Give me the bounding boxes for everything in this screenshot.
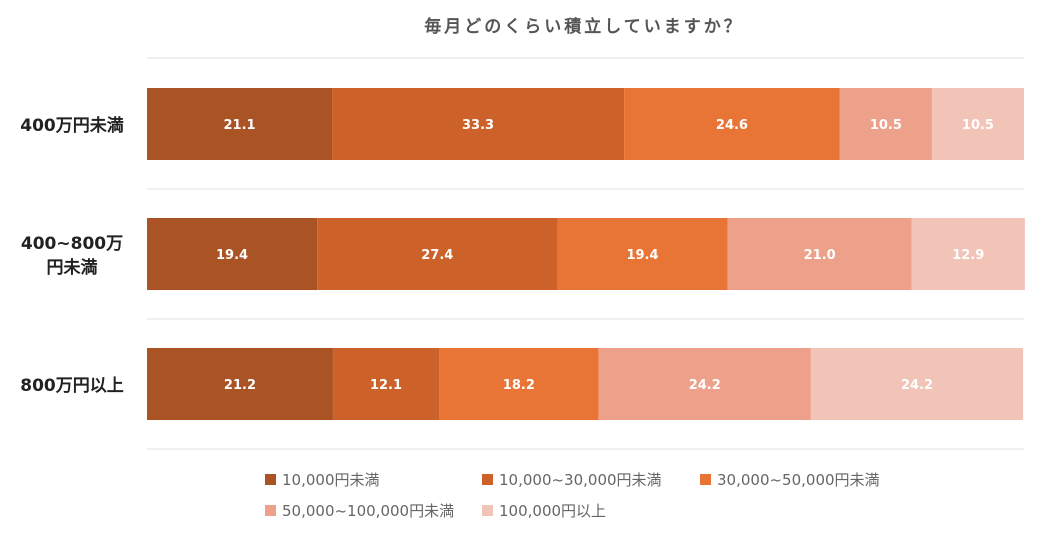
legend-label: 100,000円以上: [499, 502, 606, 520]
data-label: 21.1: [223, 118, 255, 133]
data-label: 12.9: [952, 248, 984, 263]
bar-segment: [727, 218, 912, 290]
data-label: 24.2: [901, 378, 933, 393]
legend-label: 50,000~100,000円未満: [282, 502, 454, 520]
bar-segment: [911, 218, 1025, 290]
bar-segment: [810, 348, 1024, 420]
data-label: 21.0: [804, 248, 836, 263]
legend-swatch: [265, 474, 276, 485]
data-label: 19.4: [626, 248, 658, 263]
data-label: 27.4: [421, 248, 453, 263]
category-label: 円未満: [47, 257, 98, 278]
data-label: 10.5: [870, 118, 902, 133]
category-label: 800万円以上: [20, 376, 124, 396]
legend: 10,000円未満 10,000~30,000円未満 30,000~50,000円未…: [265, 471, 880, 520]
bar-segment: [317, 218, 558, 290]
data-label: 12.1: [370, 378, 402, 393]
bar-segment: [147, 348, 333, 420]
legend-label: 10,000~30,000円未満: [499, 471, 662, 489]
bars: 21.1 33.3 24.6 10.5 10.5 19.4 27.4 19.4 21.0 12.9…: [147, 88, 1025, 420]
legend-label: 10,000円未満: [282, 471, 380, 489]
bar-segment: [332, 88, 625, 160]
legend-label: 30,000~50,000円未満: [717, 471, 880, 489]
bar-segment: [839, 88, 932, 160]
bar-segment: [598, 348, 811, 420]
legend-swatch: [482, 505, 493, 516]
data-label: 33.3: [462, 118, 494, 133]
bar-segment: [147, 218, 318, 290]
bar-segment: [147, 88, 333, 160]
category-label: 400万円未満: [20, 115, 124, 136]
data-label: 18.2: [503, 378, 535, 393]
data-label: 21.2: [224, 378, 256, 393]
gridlines: [147, 57, 1024, 450]
data-label: 19.4: [216, 248, 248, 263]
legend-swatch: [265, 505, 276, 516]
bar-segment: [557, 218, 728, 290]
chart-title: 毎月どのくらい積立していますか？: [424, 16, 744, 37]
bar-segment: [624, 88, 840, 160]
data-label: 24.6: [716, 118, 748, 133]
data-label: 24.2: [689, 378, 721, 393]
legend-swatch: [700, 474, 711, 485]
category-label: 400~800万: [21, 234, 123, 254]
bar-segment: [439, 348, 599, 420]
bar-segment: [332, 348, 440, 420]
bar-segment: [931, 88, 1024, 160]
legend-swatch: [482, 474, 493, 485]
data-label: 10.5: [962, 118, 994, 133]
